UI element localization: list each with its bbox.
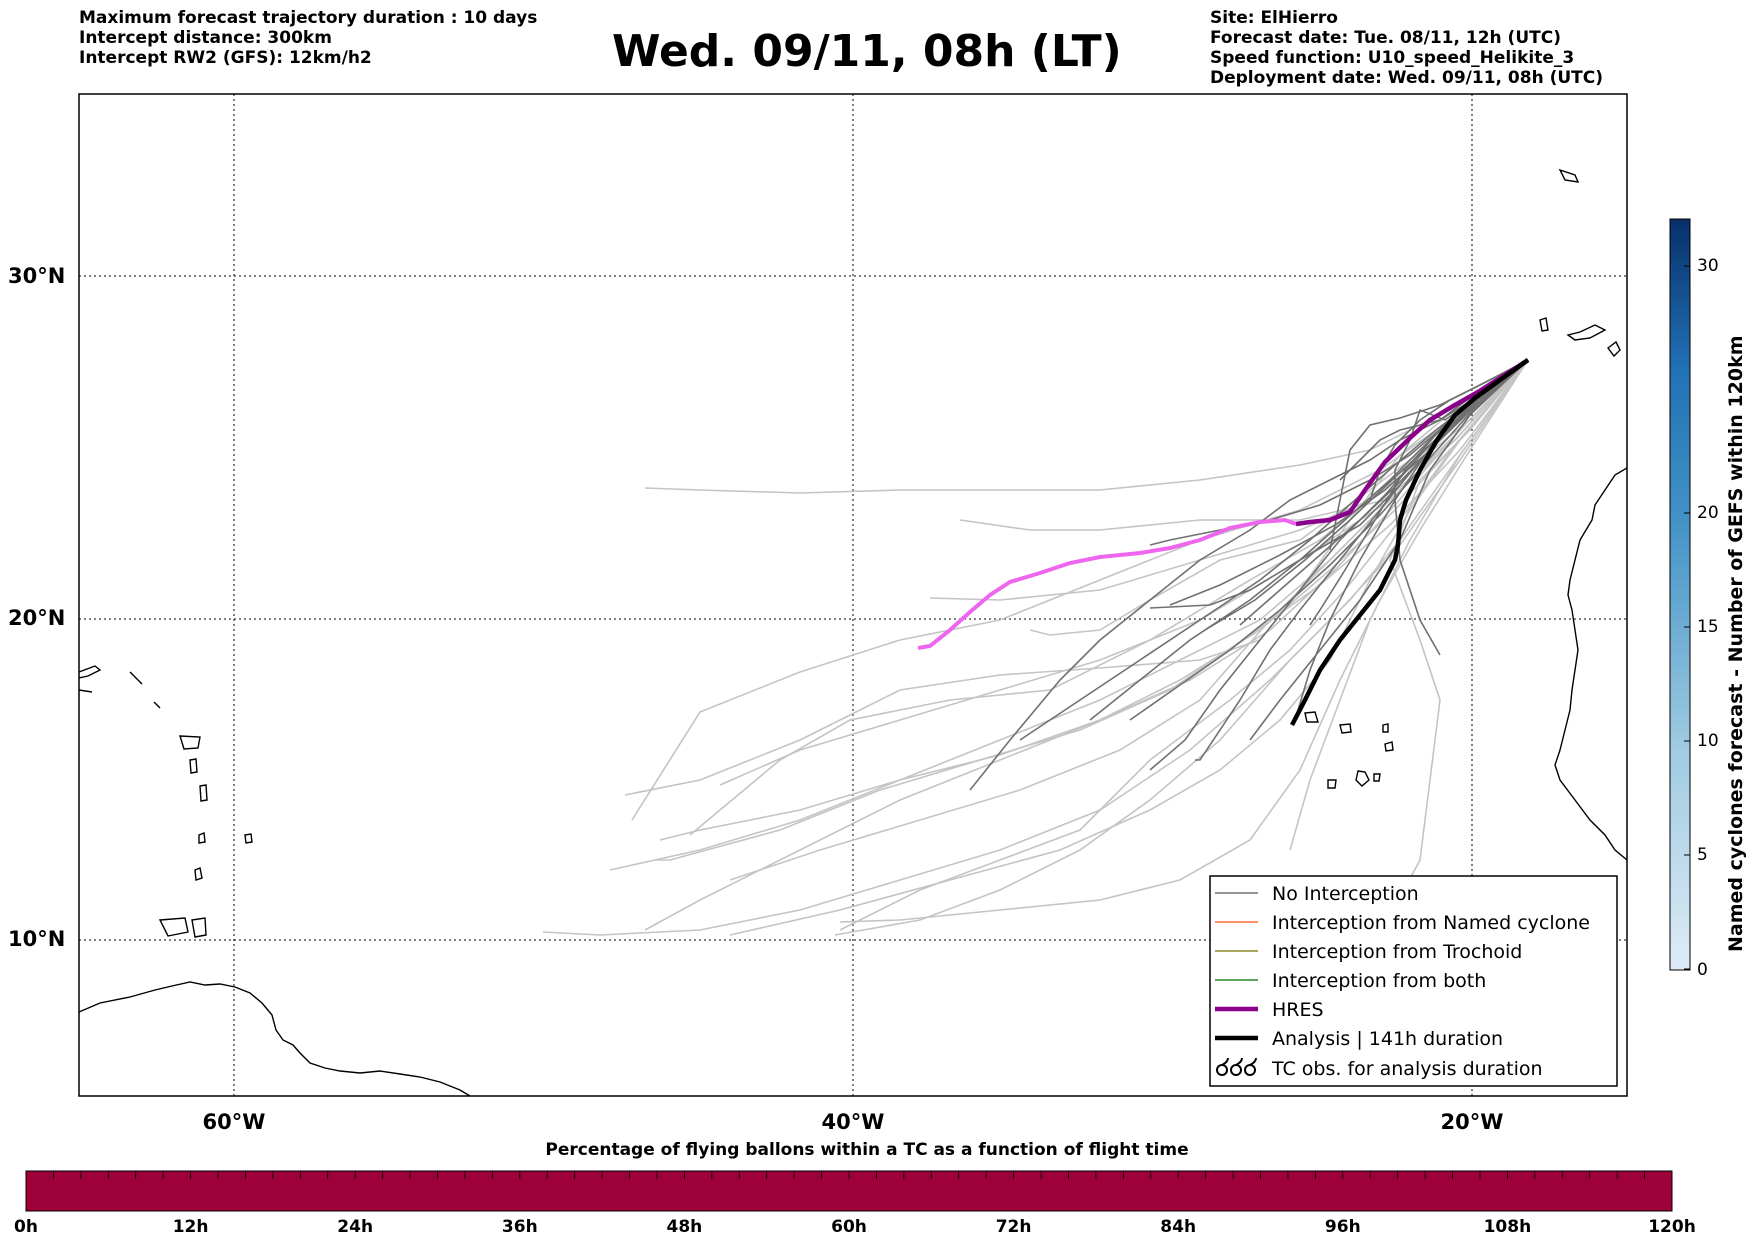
cyclone-symbol-icon: [1216, 1057, 1257, 1076]
legend-label-both: Interception from both: [1272, 970, 1486, 992]
map-frame: [78, 93, 1628, 1097]
hour-label: 108h: [1483, 1217, 1532, 1237]
legend-label-trochoid: Interception from Trochoid: [1272, 941, 1522, 963]
cape-verde-1: [1304, 711, 1319, 723]
hour-label: 120h: [1648, 1217, 1696, 1237]
canary-island-3: [1607, 340, 1621, 358]
cape-verde-7: [1373, 773, 1381, 782]
lon-label-40w: 40°W: [821, 1110, 885, 1134]
hour-label: 12h: [172, 1217, 209, 1237]
greater-antilles-1: [79, 665, 102, 679]
hres-trajectory-light: [917, 517, 1297, 650]
trajectories-dark: [969, 359, 1529, 791]
lesser-antilles-6: [244, 833, 253, 844]
cape-verde-3: [1382, 723, 1389, 733]
hour-label: 48h: [666, 1217, 703, 1237]
south-america-coast: [79, 981, 471, 1096]
page-title: Wed. 09/11, 08h (LT): [612, 26, 1122, 77]
max-duration-text: Maximum forecast trajectory duration : 1…: [79, 8, 538, 28]
site-text: Site: ElHierro: [1210, 8, 1338, 28]
cape-verde-6: [1327, 779, 1337, 789]
cape-verde-2: [1339, 723, 1352, 734]
trinidad-island: [191, 917, 207, 938]
colorbar-tick-5: 5: [1697, 845, 1708, 865]
colorbar-tick-15: 15: [1697, 617, 1719, 637]
strip-ticks: [25, 1171, 1673, 1179]
hour-label: 36h: [501, 1217, 538, 1237]
info-right: Site: ElHierro Forecast date: Tue. 08/11…: [1210, 8, 1603, 88]
colorbar: [1669, 218, 1691, 971]
lon-label-60w: 60°W: [202, 1110, 266, 1134]
hres-trajectory: [1295, 358, 1530, 527]
traj-dark-1: [969, 359, 1529, 791]
legend-label-no-interception: No Interception: [1272, 883, 1419, 905]
traj-dark-10: [1249, 359, 1529, 741]
canary-island-4: [1539, 317, 1549, 332]
canary-island-1: [1558, 168, 1580, 183]
deployment-date-text: Deployment date: Wed. 09/11, 08h (UTC): [1210, 68, 1604, 88]
lesser-antilles-3: [199, 784, 208, 802]
hour-label: 96h: [1324, 1217, 1361, 1237]
traj-dark-12: [1129, 359, 1529, 721]
colorbar-ticks: [1684, 265, 1690, 970]
hour-label: 60h: [831, 1217, 867, 1237]
legend-label-hres: HRES: [1272, 999, 1324, 1021]
legend-label-tc-obs: TC obs. for analysis duration: [1271, 1058, 1543, 1080]
traj-dark-8: [1149, 359, 1529, 609]
lat-label-10n: 10°N: [8, 927, 66, 951]
coastlines: [79, 168, 1627, 1096]
legend-label-named-cyclone: Interception from Named cyclone: [1272, 912, 1590, 934]
colorbar-tick-10: 10: [1697, 731, 1719, 751]
hour-label: 24h: [337, 1217, 374, 1237]
hour-label: 84h: [1160, 1217, 1197, 1237]
legend-label-analysis: Analysis | 141h duration: [1272, 1028, 1503, 1050]
lat-label-30n: 30°N: [8, 264, 66, 288]
greater-antilles-3: [129, 671, 143, 685]
traj-light-15: [1289, 359, 1529, 851]
colorbar-tick-20: 20: [1697, 503, 1719, 523]
traj-light-16: [1389, 359, 1529, 911]
traj-light-11: [839, 359, 1529, 923]
lesser-antilles-2: [198, 832, 206, 844]
lesser-antilles-1: [194, 867, 203, 881]
lon-label-20w: 20°W: [1440, 1110, 1504, 1134]
colorbar-tick-30: 30: [1697, 256, 1719, 276]
legend-box: [1209, 875, 1618, 1087]
intercept-distance-text: Intercept distance: 300km: [79, 28, 332, 48]
flight-time-strip: [25, 1170, 1673, 1212]
paria-peninsula: [158, 917, 189, 937]
colorbar-gradient: [1669, 218, 1691, 971]
west-africa-coast: [1554, 467, 1627, 861]
traj-light-17: [929, 359, 1529, 601]
speed-function-text: Speed function: U10_speed_Helikite_3: [1210, 48, 1575, 68]
analysis-trajectory: [1290, 358, 1530, 727]
hour-label: 72h: [995, 1217, 1032, 1237]
cape-verde-5: [1355, 770, 1370, 787]
greater-antilles-4: [153, 701, 161, 709]
intercept-rw2-text: Intercept RW2 (GFS): 12km/h2: [79, 48, 372, 68]
greater-antilles-2: [79, 689, 93, 693]
traj-light-6: [644, 359, 1529, 931]
canary-island-2: [1566, 324, 1607, 341]
lesser-antilles-5: [179, 735, 201, 750]
colorbar-tick-0: 0: [1697, 960, 1708, 980]
lat-label-20n: 20°N: [8, 606, 66, 630]
traj-light-10: [834, 359, 1529, 936]
legend: No Interception Interception from Named …: [1209, 875, 1618, 1087]
traj-dark-13: [1239, 359, 1529, 626]
colorbar-title: Named cyclones forecast - Number of GEFS…: [1725, 335, 1747, 952]
lesser-antilles-4: [189, 758, 198, 774]
hour-label: 0h: [14, 1217, 38, 1237]
cape-verde-4: [1384, 741, 1394, 752]
forecast-date-text: Forecast date: Tue. 08/11, 12h (UTC): [1210, 28, 1561, 48]
strip-caption: Percentage of flying ballons within a TC…: [545, 1140, 1189, 1160]
info-left: Maximum forecast trajectory duration : 1…: [79, 8, 537, 68]
traj-dark-16: [1204, 359, 1529, 631]
